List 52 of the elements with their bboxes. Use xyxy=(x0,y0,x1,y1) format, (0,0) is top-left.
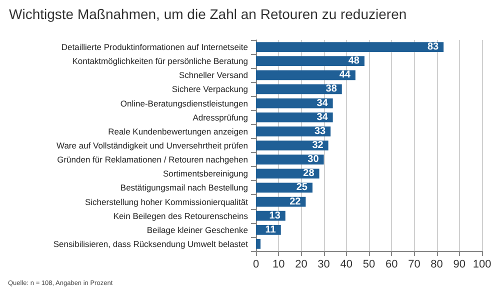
bar xyxy=(256,239,261,249)
data-label: 44 xyxy=(339,70,351,81)
x-tick-label: 90 xyxy=(453,258,466,270)
data-label: 30 xyxy=(308,154,320,166)
y-tick-label: Kontaktmöglichkeiten für persönliche Beratung xyxy=(72,56,248,66)
chart-title: Wichtigste Maßnahmen, um die Zahl an Retouren zu reduzieren xyxy=(9,6,407,22)
x-tick-label: 60 xyxy=(385,258,398,270)
y-tick-label: Sicherstellung hoher Kommissionierqualität xyxy=(85,196,249,207)
y-tick-label: Gründen für Reklamationen / Retouren nachgehen xyxy=(57,154,248,165)
x-tick-label: 0 xyxy=(252,258,260,270)
y-tick-label: Reale Kundenbewertungen anzeigen xyxy=(108,126,248,136)
y-tick-label: Adressprüfung xyxy=(192,112,248,122)
y-tick-label: Sensibilisieren, dass Rücksendung Umwelt belastet xyxy=(53,238,249,249)
bar xyxy=(256,84,342,94)
data-label: 11 xyxy=(265,224,276,236)
y-tick-label: Ware auf Vollständigkeit und Unversehrtheit prüfen xyxy=(56,140,248,150)
y-tick-label: Sortimentsbereinigung xyxy=(162,168,248,179)
bar xyxy=(256,42,444,52)
data-label: 38 xyxy=(326,84,338,95)
x-tick-label: 80 xyxy=(430,258,443,270)
x-tick-label: 20 xyxy=(295,258,308,270)
y-tick-label: Detaillierte Produktinformationen auf Internetseite xyxy=(61,42,248,52)
x-tick-label: 10 xyxy=(272,258,285,270)
data-label: 33 xyxy=(314,126,326,137)
data-label: 34 xyxy=(316,98,328,109)
bar xyxy=(256,154,324,164)
data-label: 83 xyxy=(427,42,440,53)
bar xyxy=(256,98,333,108)
bar xyxy=(256,56,364,66)
y-tick-label: Online-Beratungsdienstleistungen xyxy=(120,98,248,108)
data-label: 28 xyxy=(303,168,315,180)
x-tick-label: 70 xyxy=(408,258,420,270)
y-tick-label: Beilage kleiner Geschenke xyxy=(146,224,248,235)
data-label: 48 xyxy=(348,56,360,67)
y-tick-label: Kein Beilegen des Retourenscheins xyxy=(113,210,248,221)
data-label: 32 xyxy=(312,140,324,151)
x-tick-label: 40 xyxy=(340,258,353,270)
data-label: 25 xyxy=(296,182,308,194)
bar xyxy=(256,70,356,80)
y-tick-label: Bestätigungsmail nach Bestellung xyxy=(120,182,248,193)
bar xyxy=(256,140,328,150)
bar xyxy=(256,112,333,122)
y-tick-label: Schneller Versand xyxy=(179,70,248,80)
x-tick-label: 100 xyxy=(472,258,492,270)
x-tick-label: 50 xyxy=(362,258,376,270)
data-label: 34 xyxy=(316,112,328,123)
bar xyxy=(256,126,331,136)
x-tick-label: 30 xyxy=(318,258,330,270)
data-label: 22 xyxy=(290,196,302,208)
y-tick-label: Sichere Verpackung xyxy=(172,84,248,94)
bar xyxy=(256,168,320,179)
data-label: 13 xyxy=(269,210,281,222)
